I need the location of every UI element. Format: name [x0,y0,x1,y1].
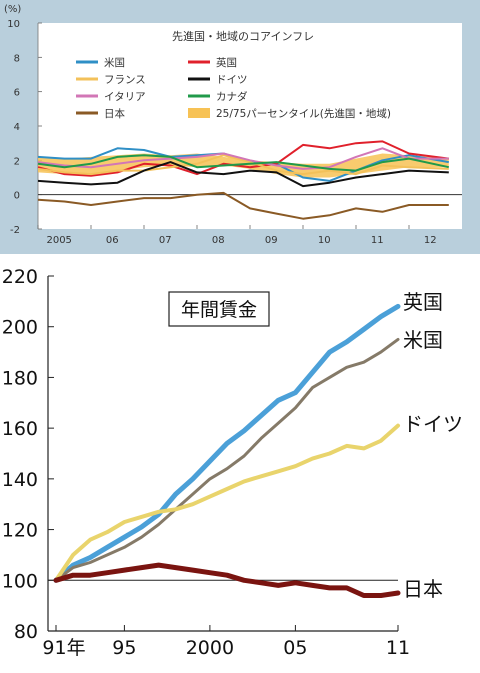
y-tick-label: 100 [2,570,38,592]
series-line-2 [37,154,449,176]
x-tick-label: 07 [159,235,172,246]
series-line-1 [54,337,400,582]
legend-label: イタリア [104,91,146,103]
series-line-3 [53,562,401,598]
annual-wage-chart-panel: 80 100 120 140 160 180 200 220 91年 95 2000 05 11 年間賃金… [0,254,480,669]
y-tick-label: 140 [2,469,38,491]
y-tick-label: -2 [10,225,20,236]
x-tick-label: 2000 [186,637,234,659]
series-line-2 [54,423,400,583]
series-label: 英国 [403,290,443,314]
y-tick-label: 180 [2,367,38,389]
x-tick-label: 2005 [46,235,71,246]
legend-label: フランス [104,74,146,86]
y-tick-label: 220 [2,266,38,288]
y-tick-label: 8 [14,53,20,64]
x-tick-label: 09 [265,235,278,246]
legend-label: ドイツ [216,74,248,86]
legend-band-label: 25/75パーセンタイル(先進国・地域) [216,107,391,120]
series-line-6 [37,191,449,220]
series-line-0 [53,303,401,583]
annual-wage-chart: 80 100 120 140 160 180 200 220 91年 95 2000 05 11 年間賃金… [2,266,463,659]
x-tick-label: 06 [106,235,119,246]
y-tick-label: 6 [14,88,20,99]
y-tick-label: 80 [14,621,38,643]
series-label: ドイツ [403,412,463,436]
series-line-4 [37,147,449,170]
core-inflation-chart-panel: (%) -2 0 2 4 6 8 10 2005 06 07 08 09 10 11 12 先進国・地域のコアイ… [0,0,480,254]
y-tick-label: 10 [7,19,20,30]
x-tick-label: 11 [386,637,410,659]
y-tick-label: 160 [2,418,38,440]
series-line-5 [37,154,450,172]
legend-label: 日本 [104,107,125,120]
y-tick-label: 200 [2,317,38,339]
x-tick-label: 10 [318,235,331,246]
x-tick-label: 08 [212,235,225,246]
y-tick-label: 2 [14,156,20,167]
x-tick-label: 91年 [42,637,85,659]
plot-area [38,23,462,229]
series-line-3 [37,161,449,188]
title-box [168,291,270,327]
chart-title: 年間賃金 [181,299,257,321]
legend-label: カナダ [216,90,248,103]
legend-band-swatch [188,108,210,118]
x-tick-label: 05 [283,637,307,659]
chart-title: 先進国・地域のコアインフレ [172,30,314,43]
legend-label: 英国 [216,56,237,69]
core-inflation-chart: (%) -2 0 2 4 6 8 10 2005 06 07 08 09 10 11 12 先進国・地域のコアイ… [4,4,462,246]
series-label: 日本 [403,577,443,601]
y-tick-label: 4 [14,122,20,133]
y-axis-unit: (%) [4,4,21,15]
x-tick-label: 11 [371,235,384,246]
x-tick-label: 95 [112,637,136,659]
legend-label: 米国 [104,56,125,69]
y-tick-label: 120 [2,520,38,542]
series-label: 米国 [403,328,443,352]
y-tick-label: 0 [14,191,20,202]
x-tick-label: 12 [424,235,437,246]
